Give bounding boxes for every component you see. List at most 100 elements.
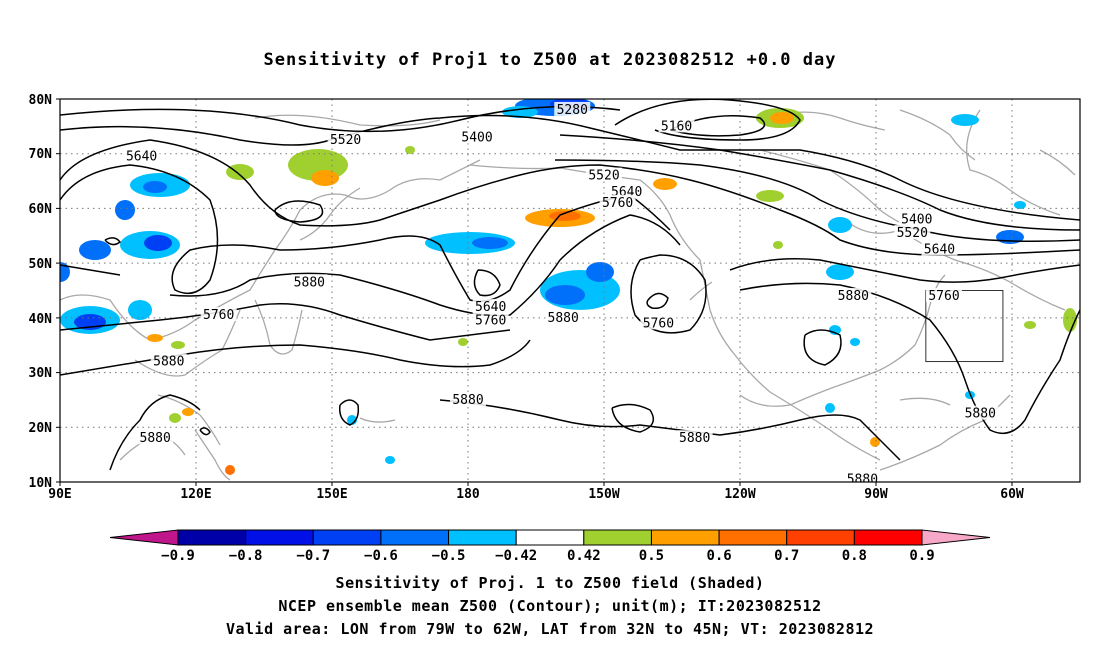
lon-label-150e: 150E: [316, 487, 347, 502]
lon-label-60w: 60W: [1000, 487, 1024, 502]
contour-label: 5880: [140, 431, 171, 446]
contour-label-bg: [137, 430, 174, 445]
colorbar-label: −0.7: [296, 548, 330, 564]
colorbar-box: [650, 529, 720, 546]
lat-label-70n: 70N: [29, 147, 53, 162]
contour-label: 5760: [475, 314, 506, 329]
colorbar-label: −0.42: [495, 548, 537, 564]
axis-ticks: [56, 98, 1013, 486]
colorbar: −0.9 −0.8 −0.7 −0.6 −0.5 −0.42 0.42 0.5 0.6 0.7 0.…: [109, 529, 991, 564]
lat-label-30n: 30N: [29, 366, 53, 381]
contour-label-bg: [123, 148, 160, 163]
contour-label: 5760: [643, 316, 674, 331]
contour-label: 5880: [965, 407, 996, 422]
lon-label-180: 180: [456, 487, 480, 502]
contour-label: 5520: [897, 226, 928, 241]
contour-label: 5400: [901, 212, 932, 227]
caption-valid-area: Valid area: LON from 79W to 62W, LAT fro…: [225, 620, 875, 638]
colorbar-box: [448, 529, 517, 546]
valid-area-box: [925, 290, 1004, 363]
contour-label: 5640: [126, 149, 157, 164]
colorbar-label: 0.7: [774, 548, 799, 564]
lat-label-40n: 40N: [29, 312, 53, 327]
map-title: Sensitivity of Proj1 to Z500 at 20230825…: [263, 50, 837, 70]
colorbar-low-arrow: [109, 529, 179, 546]
caption-contour: NCEP ensemble mean Z500 (Contour); unit(…: [278, 597, 822, 615]
colorbar-label: 0.8: [842, 548, 867, 564]
coastlines: [60, 109, 1076, 481]
contour-label: 5880: [153, 355, 184, 370]
contour-label: 5880: [838, 289, 869, 304]
contour-label: 5880: [294, 275, 325, 290]
contour-label: 5880: [847, 472, 878, 487]
colorbar-label: 0.42: [567, 548, 601, 564]
lat-label-60n: 60N: [29, 202, 53, 217]
contour-label-bg: [898, 211, 935, 226]
caption-shading: Sensitivity of Proj. 1 to Z500 field (Sh…: [335, 574, 765, 592]
lon-label-120e: 120E: [180, 487, 211, 502]
contour-label-bg: [844, 471, 881, 482]
plot-frame: [59, 98, 1081, 483]
colorbar-label: −0.8: [229, 548, 263, 564]
lon-label-150w: 150W: [588, 487, 619, 502]
colorbar-box: [786, 529, 855, 546]
contour-label: 5640: [924, 242, 955, 257]
contour-label-bg: [150, 353, 187, 368]
lon-label-120w: 120W: [724, 487, 755, 502]
lon-labels: 90E 120E 150E 180 150W 120W 90W 60W: [48, 487, 1024, 502]
contour-label-bg: [894, 225, 931, 240]
contour-label: 5640: [475, 300, 506, 315]
colorbar-label: −0.5: [432, 548, 466, 564]
colorbar-box: [177, 529, 247, 546]
colorbar-box: [718, 529, 788, 546]
contour-label-bg: [926, 287, 962, 302]
colorbar-box: [312, 529, 382, 546]
lat-label-50n: 50N: [29, 257, 53, 272]
contour-label-bg: [586, 167, 622, 182]
lon-label-90w: 90W: [864, 487, 888, 502]
contour-label-bg: [459, 129, 496, 144]
graticule: [60, 99, 1080, 482]
contour-label: 5280: [557, 103, 588, 118]
contour-label: 5400: [461, 130, 492, 145]
colorbar-box: [380, 529, 450, 546]
contour-label-bg: [200, 307, 237, 322]
contour-label-bg: [291, 274, 328, 289]
contour-label: 5520: [588, 169, 619, 184]
contour-label-bg: [640, 315, 677, 330]
contour-label: 5160: [661, 119, 692, 134]
colorbar-box: [853, 529, 923, 546]
colorbar-high-arrow: [921, 529, 991, 546]
lat-label-80n: 80N: [29, 93, 53, 108]
contour-label-bg: [921, 241, 958, 256]
contour-label-bg: [676, 430, 713, 445]
contour-label-bg: [545, 309, 582, 324]
lat-label-20n: 20N: [29, 421, 53, 436]
contour-label-bg: [554, 101, 591, 116]
colorbar-label: −0.6: [364, 548, 398, 564]
contour-label-bg: [599, 194, 636, 209]
colorbar-box: [583, 529, 652, 546]
contour-label-bg: [658, 118, 695, 133]
contour-label: 5760: [602, 196, 633, 211]
contour-label-bg: [608, 184, 645, 199]
contour-label-bg: [327, 132, 364, 147]
contour-label: 5880: [679, 431, 710, 446]
colorbar-label: 0.5: [639, 548, 664, 564]
colorbar-label: 0.6: [706, 548, 731, 564]
contour-label-bg: [962, 405, 999, 420]
contour-label: 5520: [330, 133, 361, 148]
colorbar-label: −0.9: [161, 548, 195, 564]
z500-contours: [60, 99, 1080, 471]
contour-label: 5880: [548, 311, 579, 326]
colorbar-box: [515, 529, 585, 546]
contour-label: 5760: [928, 289, 959, 304]
colorbar-box: [245, 529, 314, 546]
contour-label-bg: [472, 312, 509, 327]
contour-label: 5880: [452, 393, 483, 408]
colorbar-label: 0.9: [909, 548, 934, 564]
lon-label-90e: 90E: [48, 487, 71, 502]
contour-label-bg: [472, 298, 509, 313]
